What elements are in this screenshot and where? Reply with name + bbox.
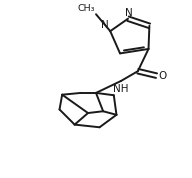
Text: NH: NH	[113, 84, 129, 94]
Text: N: N	[101, 20, 108, 30]
Text: N: N	[125, 8, 133, 18]
Text: O: O	[159, 71, 167, 81]
Text: CH₃: CH₃	[78, 4, 95, 13]
